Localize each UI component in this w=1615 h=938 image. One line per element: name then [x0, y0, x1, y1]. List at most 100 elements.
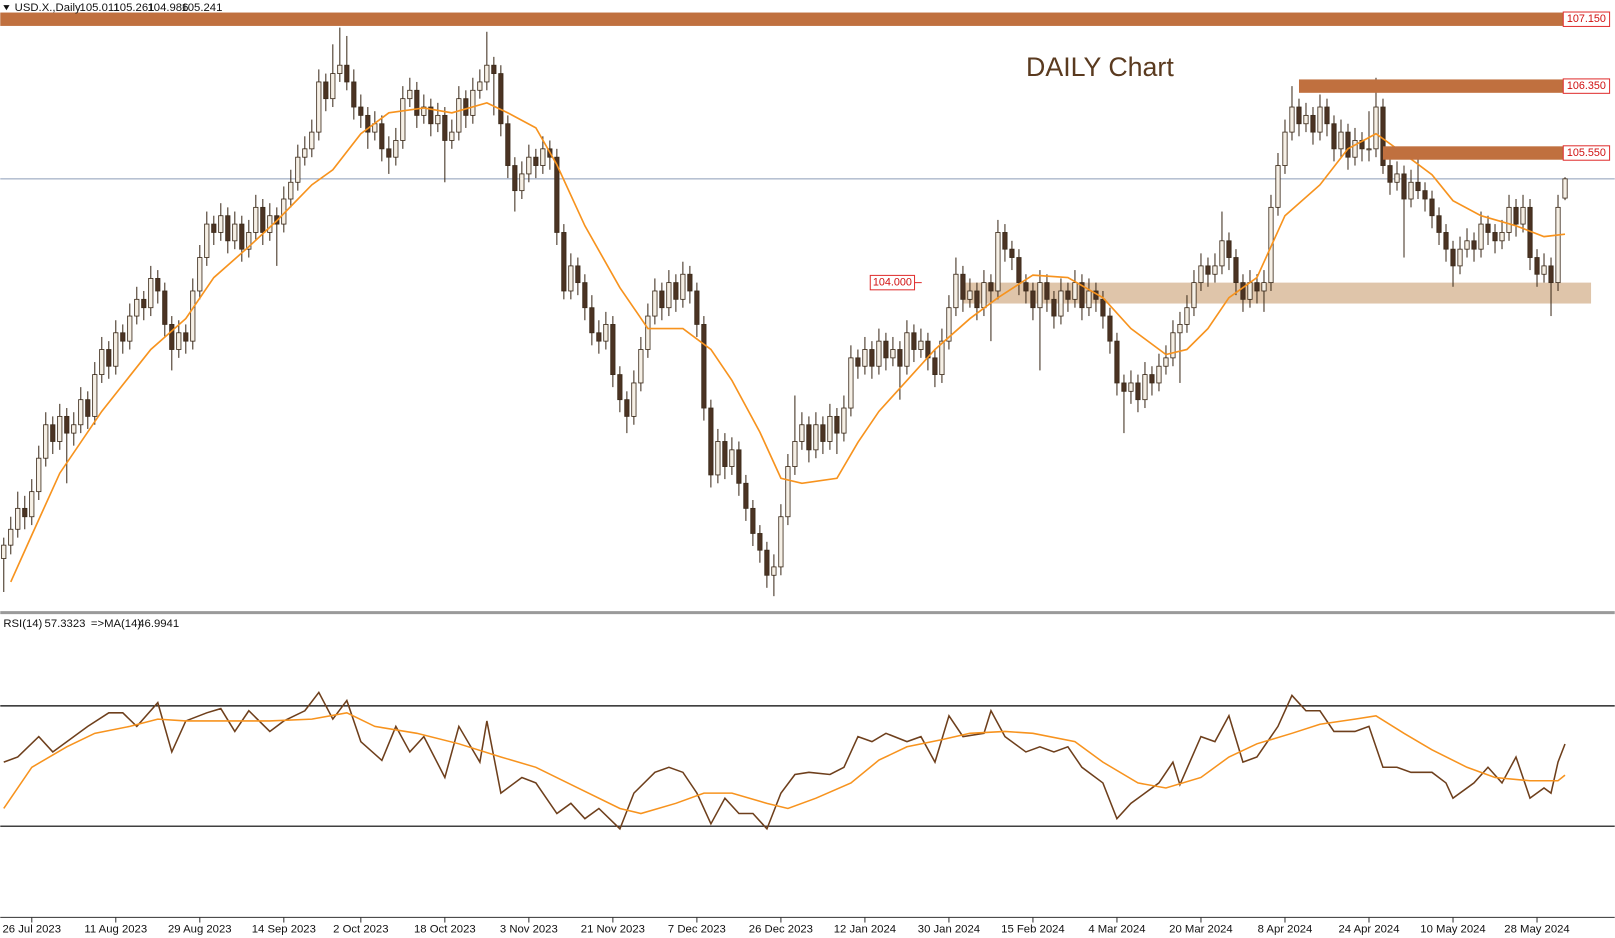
x-tick-label: 18 Oct 2023 — [414, 924, 476, 936]
candle-body — [813, 424, 819, 451]
candle-body — [1163, 357, 1169, 367]
x-tick-label: 12 Jan 2024 — [834, 924, 896, 936]
candle-body — [267, 215, 273, 233]
candle-body — [498, 73, 504, 125]
candle-body — [764, 549, 770, 576]
candle-body — [386, 148, 392, 158]
candle-body — [1338, 131, 1344, 150]
candle-body — [127, 315, 133, 342]
candle-body — [589, 307, 595, 334]
candle-body — [491, 64, 497, 74]
candle-body — [477, 81, 483, 91]
candle-body — [1051, 298, 1057, 317]
candle-body — [1044, 282, 1050, 300]
candle-body — [1450, 248, 1456, 267]
candle-body — [134, 298, 140, 317]
candle-body — [1226, 240, 1232, 258]
candle-body — [1520, 206, 1526, 225]
candle-body — [610, 324, 616, 376]
candle-body — [1002, 232, 1008, 250]
candle-body — [1345, 131, 1351, 158]
candle-body — [197, 257, 203, 292]
candle-body — [1401, 173, 1407, 200]
candle-body — [505, 123, 511, 166]
candle-body — [1513, 206, 1519, 225]
x-tick-label: 2 Oct 2023 — [333, 924, 388, 936]
candle-body — [617, 374, 623, 401]
candle-body — [99, 349, 105, 376]
candle-body — [932, 357, 938, 376]
candle-body — [43, 424, 49, 459]
candle-body — [323, 81, 329, 100]
candle-body — [918, 340, 924, 350]
candle-body — [785, 466, 791, 518]
candle-body — [687, 273, 693, 292]
candle-body — [911, 332, 917, 350]
candle-body — [1394, 173, 1400, 183]
candle-body — [568, 265, 574, 292]
candle-body — [988, 282, 994, 292]
candle-body — [995, 232, 1001, 292]
candle-body — [981, 282, 987, 309]
candle-body — [750, 507, 756, 534]
level-label-box — [1562, 145, 1611, 161]
candle-body — [820, 424, 826, 442]
candle-body — [666, 282, 672, 309]
zone-label: 104.000 — [873, 276, 912, 288]
x-tick-label: 29 Aug 2023 — [168, 924, 232, 936]
candle-body — [1219, 240, 1225, 267]
candle-body — [890, 349, 896, 359]
candle-body — [967, 290, 973, 300]
candle-body — [575, 265, 581, 284]
candle-body — [1023, 282, 1029, 292]
candle-body — [526, 156, 532, 175]
candle-body — [169, 324, 175, 350]
candle-body — [869, 349, 875, 367]
x-tick-label: 26 Dec 2023 — [749, 924, 813, 936]
candle-body — [15, 507, 21, 530]
candle-body — [36, 457, 42, 493]
candle-body — [225, 215, 231, 242]
candle-body — [218, 215, 224, 233]
candle-body — [1065, 290, 1071, 300]
candle-body — [953, 273, 959, 309]
candle-body — [183, 332, 189, 342]
candle-body — [904, 332, 910, 367]
candle-body — [1079, 282, 1085, 309]
candle-body — [120, 332, 126, 342]
candle-body — [1254, 282, 1260, 292]
candle-body — [393, 140, 399, 158]
candle-body — [533, 156, 539, 166]
candle-body — [337, 64, 343, 74]
candle-body — [519, 173, 525, 192]
candle-body — [1499, 232, 1505, 242]
candle-body — [239, 223, 245, 250]
candle-body — [1366, 148, 1372, 151]
candle-body — [827, 415, 833, 442]
candle-body — [407, 89, 413, 100]
candle-body — [1387, 165, 1393, 183]
candle-body — [470, 89, 476, 116]
candle-body — [288, 181, 294, 200]
candle-body — [946, 307, 952, 342]
candle-body — [799, 424, 805, 442]
candle-body — [1233, 257, 1239, 284]
symbol-label: USD.X.,Daily — [15, 2, 81, 14]
header-triangle — [3, 5, 10, 11]
header-ohlc: 104.986 — [148, 2, 189, 14]
candle-body — [624, 399, 630, 417]
candle-body — [379, 123, 385, 150]
x-tick-label: 24 Apr 2024 — [1338, 924, 1399, 936]
candle-body — [449, 131, 455, 141]
candle-body — [1037, 282, 1043, 309]
rsi-ma-title: =>MA(14) — [91, 618, 142, 630]
candle-body — [1555, 206, 1561, 284]
candle-body — [778, 516, 784, 568]
candle-body — [64, 415, 70, 434]
candle-body — [1485, 223, 1491, 233]
candle-body — [743, 482, 749, 509]
candle-body — [1030, 290, 1036, 309]
candle-body — [1191, 282, 1197, 309]
